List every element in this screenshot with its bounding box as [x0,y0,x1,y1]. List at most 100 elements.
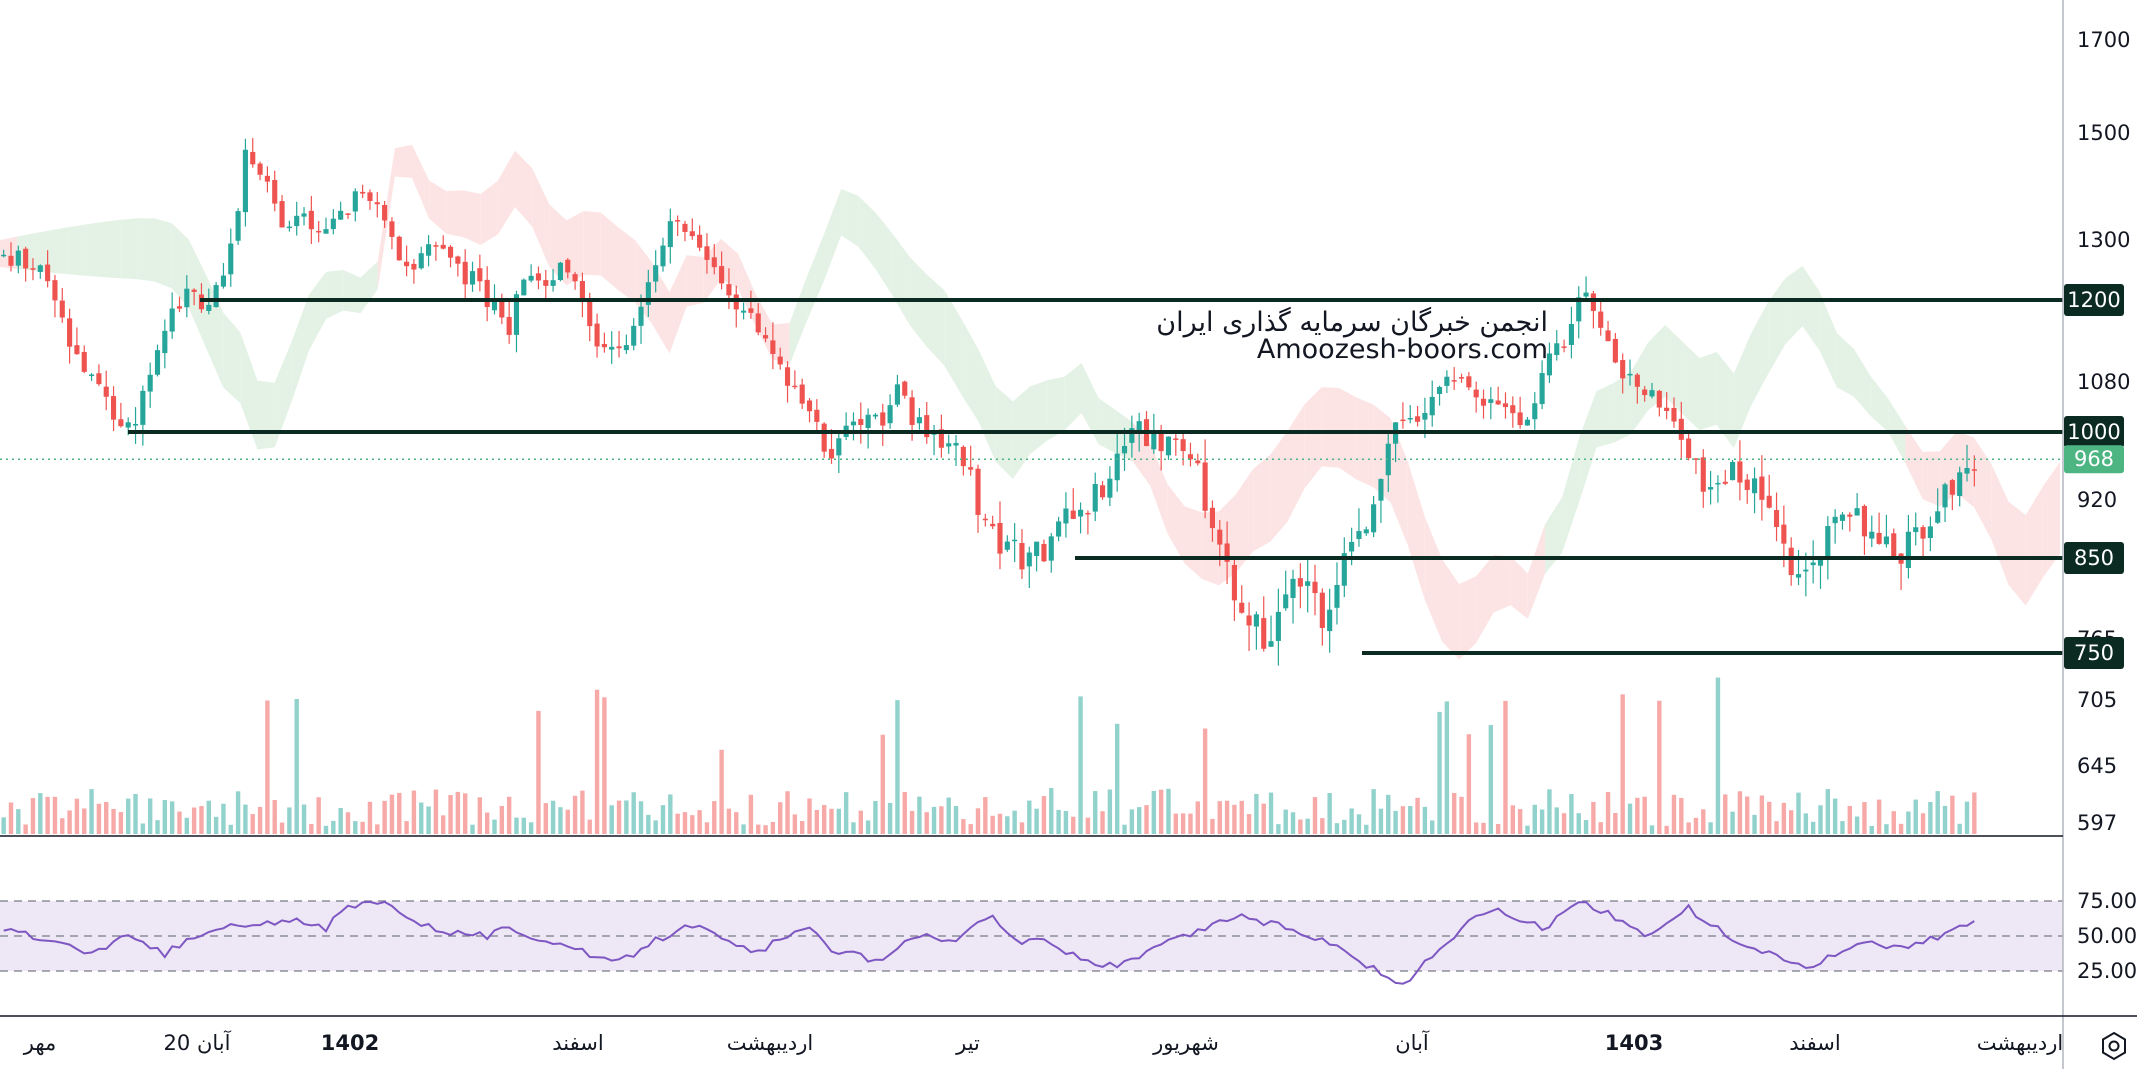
cloud-segment [1236,468,1254,573]
cloud-segment [1974,437,1992,540]
candle [828,429,835,464]
time-tick-label: 20 آبان [164,1030,232,1055]
volume-bar [1210,818,1215,834]
volume-bar [1,817,6,834]
volume-bar [631,792,636,834]
cloud-segment [240,332,258,450]
candle [81,345,87,374]
candle [1070,488,1076,520]
volume-bar [1788,810,1794,834]
cloud-segment [1751,301,1769,407]
candle [1385,432,1391,493]
candle [1524,416,1531,426]
price-tick-label: 705 [2077,688,2117,712]
candle [697,225,703,252]
price-tick-label: 1700 [2077,28,2130,52]
time-axis[interactable]: مهر 20 آبان 1402 اسفند اردیبهشت تیر شهریور آبان… [23,1030,2064,1055]
candle [1268,615,1274,647]
candle [997,501,1003,570]
volume-bar [1613,812,1618,834]
cloud-segment [1579,391,1597,502]
volume-bar [1972,792,1977,834]
candle [1495,386,1501,405]
volume-bar [492,819,497,834]
candle [96,364,102,386]
candle [1121,427,1128,471]
candle [1883,514,1889,548]
volume-bar [228,824,233,834]
volume-bar [1906,811,1911,834]
candle [1730,459,1736,481]
candle [1605,321,1611,342]
candle [477,254,483,292]
candle [484,266,490,322]
candle [865,408,871,449]
volume-bar [624,800,629,834]
volume-bar [199,806,204,834]
volume-bar [961,819,966,834]
cloud-segment [772,322,790,365]
candle [1436,385,1443,406]
candle [1722,469,1728,486]
candle [594,313,600,358]
candle [103,370,109,411]
candle [1847,512,1853,532]
volume-bar [1803,813,1809,834]
volume-bar [1796,792,1801,834]
candle [1502,392,1509,419]
time-tick-label: مهر [23,1031,57,1055]
volume-bar [1180,813,1186,834]
cloud-segment [961,318,979,422]
candle [990,515,996,529]
volume-bar [1195,801,1200,834]
candle [1415,405,1421,427]
cloud-segment [858,195,876,270]
volume-bar [1920,813,1926,834]
cloud-segment [669,255,687,354]
cloud-segment [944,289,962,395]
candle [323,217,329,234]
candle [1305,557,1311,613]
candle [916,407,922,430]
volume-bar [1041,796,1047,834]
cloud-segment [1630,342,1648,435]
candle [360,184,366,198]
rsi-line [3,900,1975,985]
volume-bar [309,823,314,834]
volume-bar [697,810,702,834]
candle [294,201,300,236]
rsi-axis[interactable]: 75.00 50.00 25.00 [2077,889,2137,983]
candle [1949,478,1955,511]
candle [1964,444,1970,482]
candle [1195,453,1201,466]
candle [1078,502,1084,534]
candle [308,195,314,245]
candle [1341,537,1347,598]
volume-bar [1635,797,1640,834]
cloud-segment [257,380,275,450]
price-tick-label: 597 [2077,811,2117,835]
volume-bar [1598,822,1603,834]
volume-bar [1818,805,1823,834]
settings-gear-icon[interactable] [2102,1031,2126,1061]
candle [1920,525,1926,559]
volume-bar [1884,824,1889,834]
volume-bar [1591,801,1596,834]
volume-bar [1034,808,1039,834]
candle [37,264,43,279]
volume-bar [52,796,58,834]
candle [1561,339,1567,353]
volume-bar [206,800,211,834]
cloud-segment [892,233,910,326]
candle [235,208,241,245]
candle [1246,602,1252,651]
price-tick-label: 1500 [2077,121,2130,145]
volume-bar [1583,820,1589,834]
candle [762,327,769,343]
cloud-segment [103,219,121,279]
cloud-segment [1527,524,1545,619]
volume-bar [243,804,248,834]
volume-bar [30,798,36,834]
